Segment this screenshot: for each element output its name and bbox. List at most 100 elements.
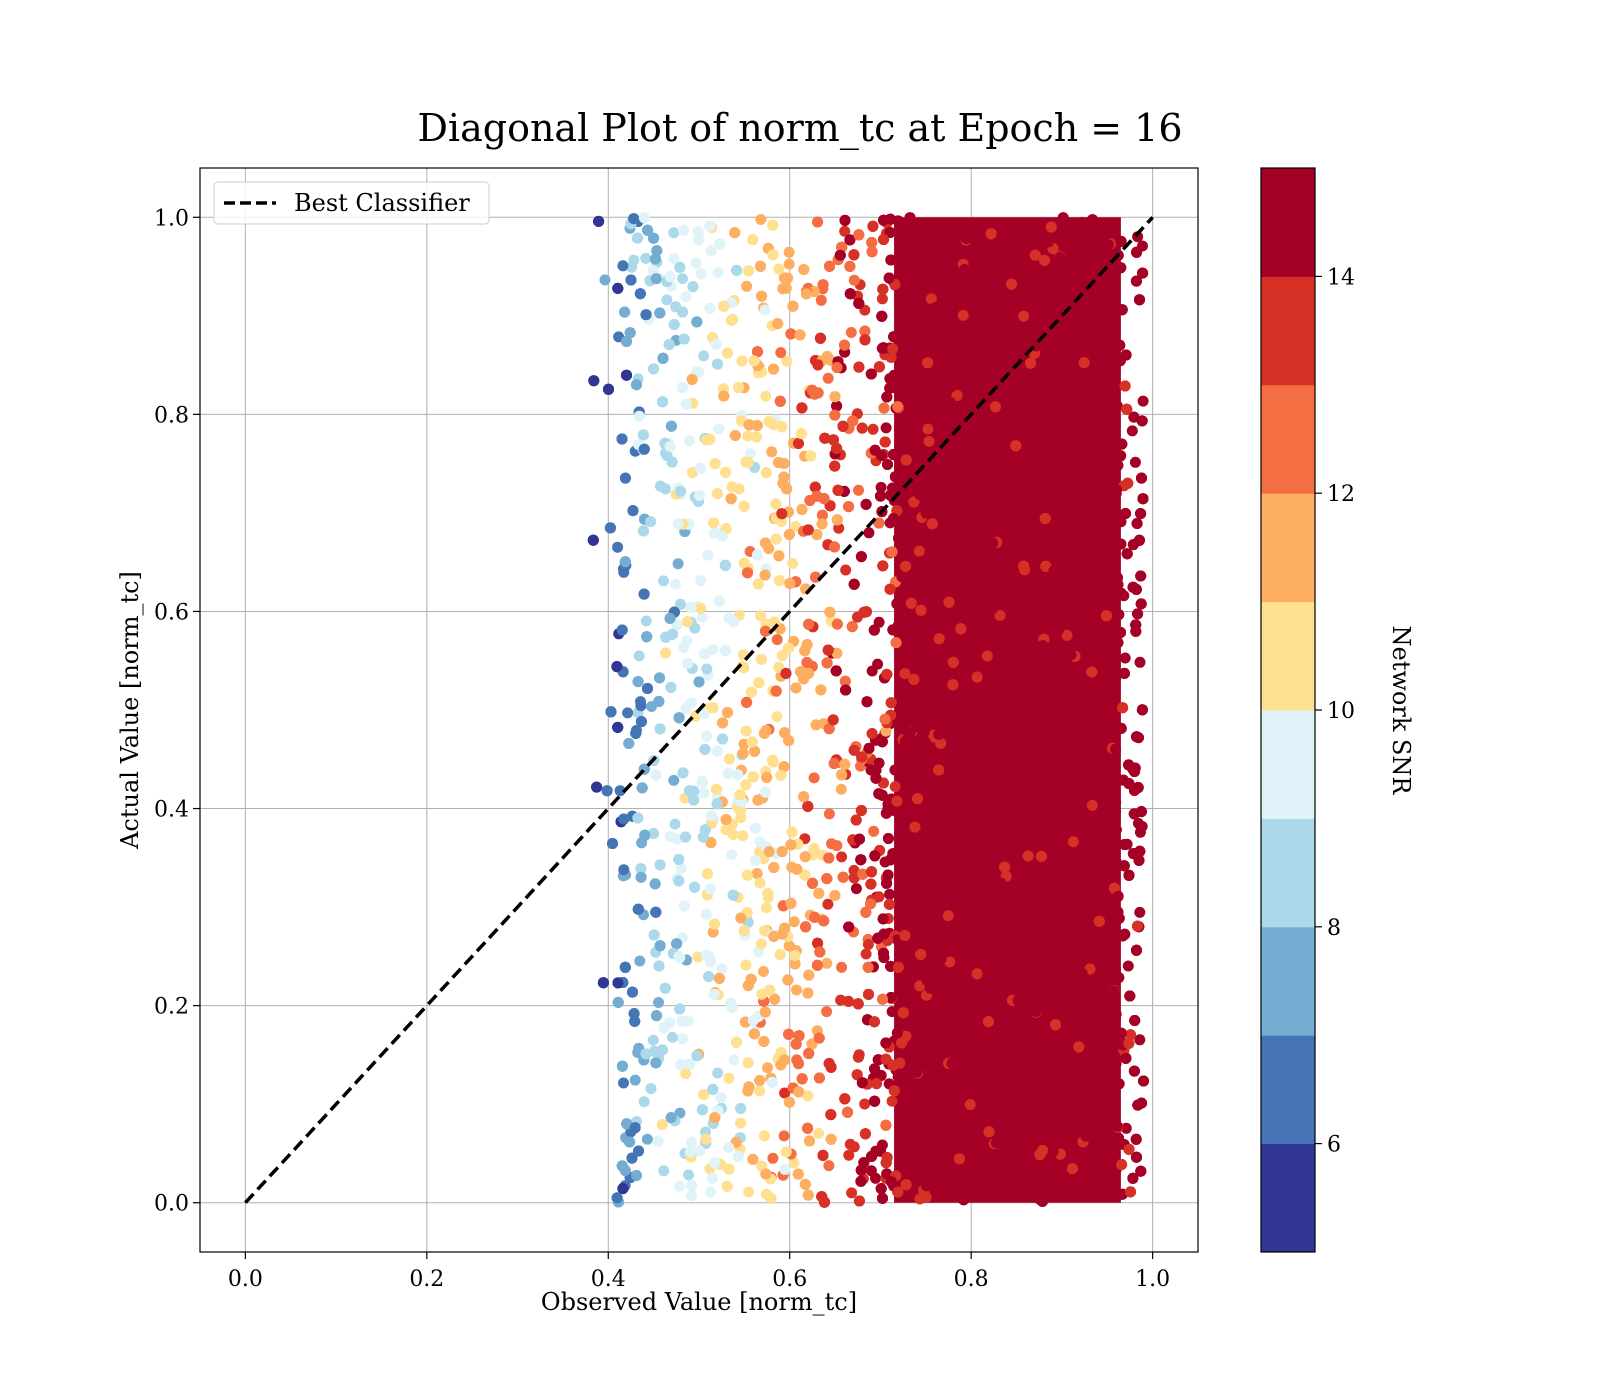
scatter-point: [742, 1057, 754, 1069]
scatter-point: [1038, 704, 1050, 716]
scatter-point: [649, 878, 661, 890]
scatter-point: [652, 1135, 664, 1147]
scatter-point: [873, 361, 885, 373]
scatter-point: [963, 380, 975, 392]
scatter-point: [701, 730, 713, 742]
scatter-point: [1068, 491, 1080, 502]
scatter-point: [965, 1134, 977, 1146]
scatter-point: [1003, 634, 1015, 646]
scatter-point: [648, 929, 660, 941]
scatter-point: [1009, 547, 1020, 559]
scatter-point: [914, 489, 926, 501]
scatter-point: [708, 989, 720, 1000]
scatter-point: [929, 1120, 941, 1132]
scatter-point: [616, 624, 628, 636]
scatter-point: [1054, 518, 1066, 530]
scatter-point: [750, 855, 761, 867]
scatter-point: [957, 309, 969, 321]
scatter-point: [1031, 225, 1043, 236]
scatter-point: [699, 648, 711, 660]
scatter-point: [1106, 754, 1118, 766]
scatter-point: [755, 214, 767, 225]
scatter-point: [1067, 748, 1079, 760]
scatter-point: [802, 524, 814, 536]
scatter-point: [993, 242, 1005, 254]
scatter-point: [939, 1103, 950, 1115]
scatter-point: [1057, 722, 1069, 734]
scatter-point: [617, 1183, 629, 1195]
scatter-point: [814, 332, 826, 344]
scatter-point: [675, 485, 686, 497]
scatter-point: [919, 846, 931, 857]
scatter-point: [908, 363, 920, 375]
scatter-point: [1028, 912, 1040, 924]
scatter-point: [948, 407, 960, 419]
scatter-point: [1081, 698, 1093, 710]
scatter-point: [632, 812, 644, 824]
scatter-point: [1137, 267, 1149, 279]
scatter-point: [621, 336, 632, 347]
scatter-point: [785, 328, 797, 340]
scatter-point: [752, 549, 764, 561]
scatter-point: [1105, 1075, 1117, 1087]
scatter-point: [859, 1128, 871, 1140]
scatter-point: [829, 541, 840, 553]
scatter-point: [807, 877, 818, 889]
scatter-point: [970, 501, 982, 513]
scatter-point: [1133, 534, 1145, 546]
scatter-point: [899, 668, 911, 680]
scatter-point: [884, 888, 896, 900]
scatter-point: [822, 898, 834, 910]
scatter-point: [669, 818, 681, 830]
scatter-point: [1083, 676, 1095, 688]
scatter-point: [803, 969, 815, 981]
scatter-point: [773, 550, 785, 562]
scatter-point: [1045, 221, 1057, 233]
scatter-point: [674, 261, 686, 273]
scatter-point: [812, 359, 824, 371]
scatter-point: [665, 1112, 677, 1124]
scatter-point: [745, 973, 757, 985]
scatter-point: [878, 234, 890, 245]
scatter-point: [1095, 651, 1107, 663]
scatter-point: [704, 220, 716, 232]
scatter-point: [999, 416, 1011, 427]
scatter-point: [682, 1015, 694, 1027]
scatter-point: [653, 696, 665, 707]
scatter-point: [876, 789, 888, 801]
scatter-point: [853, 229, 865, 241]
scatter-point: [1029, 249, 1041, 261]
scatter-point: [1027, 775, 1039, 787]
scatter-point: [1012, 995, 1024, 1007]
scatter-point: [593, 215, 605, 227]
scatter-point: [795, 666, 806, 678]
scatter-point: [887, 624, 899, 636]
scatter-point: [900, 454, 912, 466]
scatter-point: [788, 916, 800, 928]
scatter-point: [933, 728, 945, 740]
scatter-point: [922, 309, 934, 321]
scatter-point: [828, 434, 839, 446]
scatter-point: [1119, 380, 1131, 392]
scatter-point: [855, 854, 867, 866]
scatter-point: [932, 676, 944, 688]
scatter-point: [1136, 1097, 1147, 1109]
scatter-point: [696, 1104, 708, 1116]
scatter-point: [695, 268, 707, 280]
scatter-point: [840, 564, 852, 576]
scatter-point: [675, 862, 687, 874]
scatter-point: [1110, 743, 1121, 755]
scatter-point: [862, 961, 874, 973]
scatter-point: [923, 435, 935, 447]
scatter-point: [1033, 756, 1045, 767]
scatter-point: [796, 1073, 808, 1085]
scatter-point: [815, 294, 827, 306]
scatter-point: [1125, 1186, 1136, 1198]
scatter-point: [904, 624, 916, 636]
scatter-point: [933, 419, 945, 431]
scatter-point: [761, 772, 773, 783]
scatter-point: [976, 385, 987, 397]
scatter-point: [1076, 217, 1088, 229]
scatter-point: [622, 707, 634, 719]
scatter-point: [802, 800, 814, 812]
